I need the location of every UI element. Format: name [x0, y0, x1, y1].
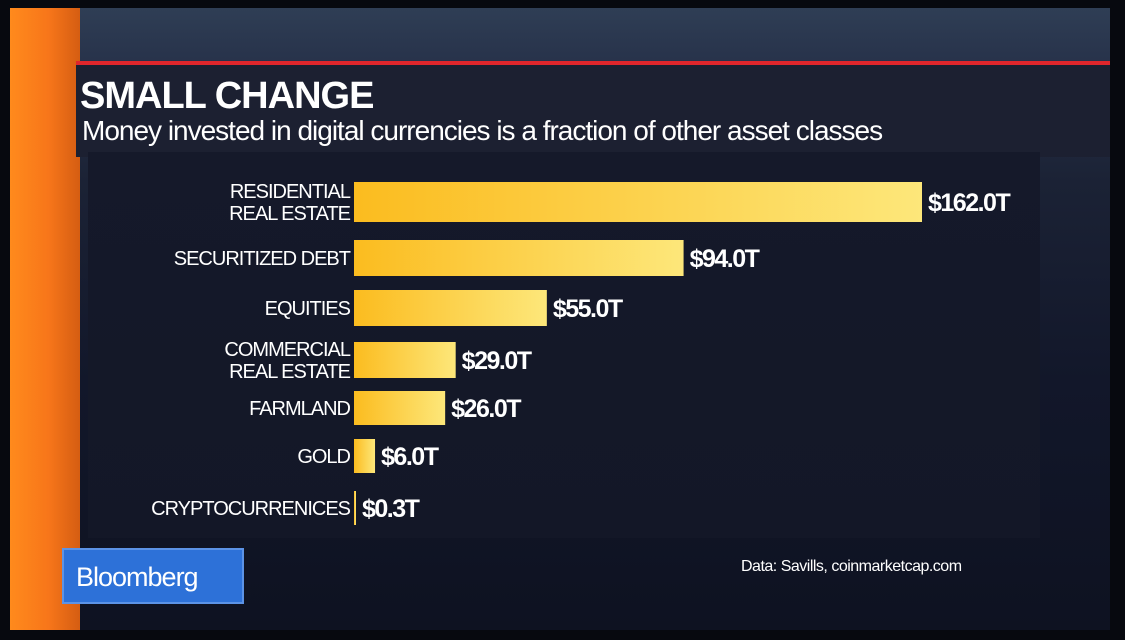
source-note: Data: Savills, coinmarketcap.com	[741, 558, 962, 575]
category-label-cryptocurrenices: CRYPTOCURRENICES	[151, 498, 351, 520]
category-label-farmland: FARMLAND	[249, 398, 350, 420]
bars-layer: RESIDENTIAL REAL ESTATE $162.0T SECURITIZED…	[151, 181, 1012, 525]
bar-group-cryptocurrenices: CRYPTOCURRENICES $0.3T	[151, 491, 421, 525]
value-label-cryptocurrenices: $0.3T	[362, 495, 420, 523]
bar-group-equities: EQUITIES $55.0T	[265, 290, 624, 326]
value-label-residential-real-estate: $162.0T	[928, 189, 1010, 217]
bar-equities	[354, 290, 547, 326]
chart-panel: RESIDENTIAL REAL ESTATE $162.0T SECURITIZED…	[88, 152, 1040, 538]
brand-name: Bloomberg	[76, 562, 199, 592]
category-label-securitized-debt: SECURITIZED DEBT	[174, 248, 351, 270]
bar-cryptocurrenices	[354, 491, 356, 525]
header-panel	[76, 65, 1110, 157]
bar-residential-real-estate	[354, 182, 922, 222]
bloomberg-logo: Bloomberg	[62, 548, 244, 604]
bar-chart: RESIDENTIAL REAL ESTATE $162.0T SECURITIZED…	[151, 181, 1012, 525]
bar-commercial-real-estate	[354, 342, 456, 378]
bar-group-securitized-debt: SECURITIZED DEBT $94.0T	[174, 240, 761, 276]
chart-title: SMALL CHANGE	[80, 75, 374, 117]
orange-side-stripe	[10, 8, 80, 630]
value-label-commercial-real-estate: $29.0T	[462, 347, 532, 375]
value-label-securitized-debt: $94.0T	[690, 245, 760, 273]
bar-group-farmland: FARMLAND $26.0T	[249, 391, 523, 425]
bar-farmland	[354, 391, 446, 425]
bar-group-commercial-real-estate: COMMERCIAL REAL ESTATE $29.0T	[224, 339, 533, 383]
bar-gold	[354, 439, 376, 473]
category-label-residential-real-estate: RESIDENTIAL REAL ESTATE	[229, 181, 351, 225]
header-red-rule	[76, 61, 1110, 65]
category-label-gold: GOLD	[297, 446, 350, 468]
bar-securitized-debt	[354, 240, 684, 276]
value-label-gold: $6.0T	[381, 443, 439, 471]
value-label-farmland: $26.0T	[451, 395, 521, 423]
broadcast-screen: SMALL CHANGE Money invested in digital c…	[10, 8, 1110, 630]
category-label-equities: EQUITIES	[265, 298, 351, 320]
category-label-commercial-real-estate: COMMERCIAL REAL ESTATE	[224, 339, 350, 383]
bar-group-gold: GOLD $6.0T	[297, 439, 440, 473]
bar-group-residential-real-estate: RESIDENTIAL REAL ESTATE $162.0T	[229, 181, 1012, 225]
chart-subtitle: Money invested in digital currencies is …	[82, 115, 883, 146]
value-label-equities: $55.0T	[553, 295, 623, 323]
